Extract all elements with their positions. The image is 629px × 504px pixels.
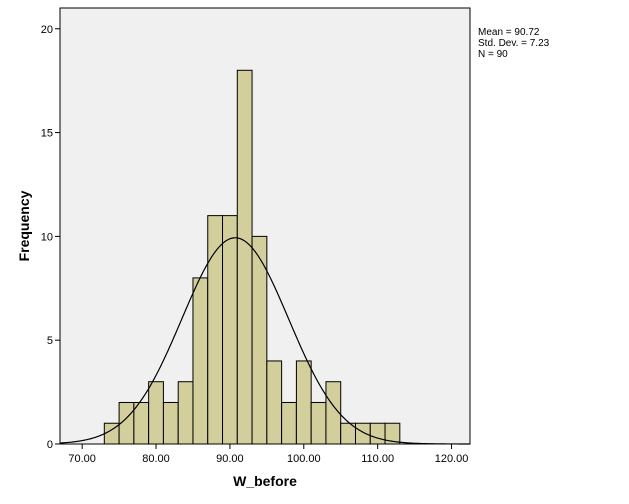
y-tick-label: 5 (47, 335, 53, 347)
y-tick-label: 20 (41, 24, 53, 36)
normal-curve (59, 237, 470, 445)
histogram-bar (177, 381, 194, 445)
x-tick-label: 70.00 (68, 453, 96, 465)
x-tick-label: 100.00 (287, 453, 321, 465)
histogram-bar (222, 215, 238, 445)
histogram-bar (384, 422, 401, 445)
mean-stat: Mean = 90.72 (478, 27, 540, 38)
histogram-bar (148, 381, 164, 445)
histogram-bar (266, 360, 283, 445)
x-axis: 70.00 80.00 90.00 100.00 110.00 120.00 (68, 444, 468, 465)
histogram-bar (133, 401, 150, 445)
histogram-bar (295, 360, 312, 445)
x-tick-label: 80.00 (142, 453, 170, 465)
histogram-bar (310, 401, 327, 445)
std-dev-stat: Std. Dev. = 7.23 (478, 38, 550, 49)
histogram-bar (162, 401, 179, 445)
bars-group (103, 69, 401, 445)
y-axis-title: Frequency (16, 190, 32, 261)
n-stat: N = 90 (478, 49, 508, 60)
y-tick-label: 10 (41, 231, 53, 243)
x-axis-title: W_before (233, 473, 297, 489)
y-tick-label: 15 (41, 128, 53, 140)
histogram-bar (251, 235, 268, 445)
histogram-bar (281, 401, 297, 445)
x-tick-label: 110.00 (361, 453, 394, 465)
histogram-bar (236, 69, 253, 445)
y-axis: 0 5 10 15 20 (41, 24, 60, 451)
stats-box: Mean = 90.72 Std. Dev. = 7.23 N = 90 (478, 27, 549, 60)
y-tick-label: 0 (47, 439, 53, 451)
histogram-bar (355, 422, 371, 445)
histogram-bar (207, 215, 224, 445)
histogram-bar (369, 422, 386, 445)
x-tick-label: 90.00 (216, 453, 244, 465)
histogram-bar (325, 381, 342, 445)
histogram-bar (192, 277, 209, 445)
x-tick-label: 120.00 (435, 453, 469, 465)
